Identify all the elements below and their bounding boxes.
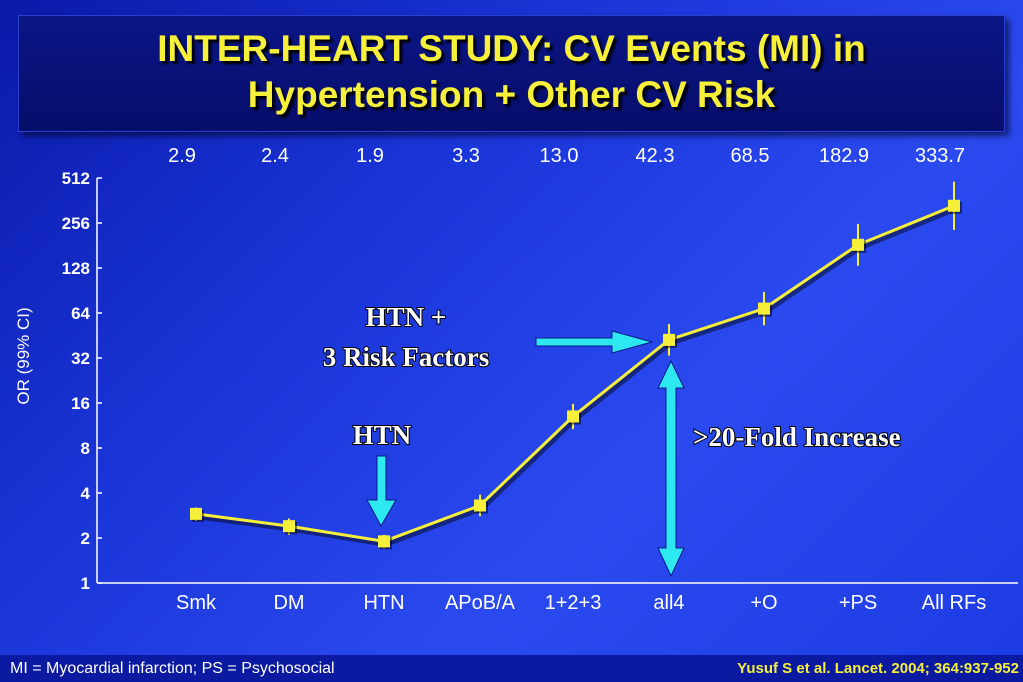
footer-citation: Yusuf S et al. Lancet. 2004; 364:937-952	[737, 660, 1019, 677]
data-point	[663, 333, 675, 346]
data-label: 42.3	[636, 145, 675, 167]
footer-abbreviations: MI = Myocardial infarction; PS = Psychos…	[10, 660, 335, 677]
y-axis-label: OR (99% CI)	[14, 307, 33, 404]
data-point	[948, 199, 960, 212]
arrow-right-icon	[535, 330, 654, 354]
data-label: 2.9	[168, 145, 196, 167]
x-tick-label: 1+2+3	[545, 592, 602, 614]
data-point	[474, 499, 486, 512]
y-tick-label: 4	[81, 484, 91, 503]
y-tick-label: 256	[62, 214, 90, 233]
x-tick-label: All RFs	[922, 592, 986, 614]
data-point	[567, 410, 579, 423]
x-tick-label: Smk	[176, 592, 217, 614]
x-tick-label: all4	[653, 592, 684, 614]
data-label: 1.9	[356, 145, 384, 167]
data-point	[852, 238, 864, 251]
data-label: 2.4	[261, 145, 289, 167]
series-line-shadow	[197, 206, 957, 547]
x-tick-label: HTN	[363, 592, 404, 614]
x-tick-label: DM	[273, 592, 304, 614]
y-tick-label: 32	[71, 349, 90, 368]
title-banner: INTER-HEART STUDY: CV Events (MI) in Hyp…	[18, 15, 1005, 132]
annotation-fold-increase: >20-Fold Increase	[693, 422, 901, 452]
data-point	[283, 520, 295, 533]
annotation-htn3-line-2: 3 Risk Factors	[323, 342, 489, 372]
x-tick-label: +O	[750, 592, 777, 614]
y-tick-label: 64	[71, 304, 90, 323]
y-tick-label: 512	[62, 169, 90, 188]
data-label: 68.5	[731, 145, 770, 167]
x-tick-label: APoB/A	[445, 592, 516, 614]
y-tick-label: 2	[81, 529, 90, 548]
chart-area: 512 256 128 64 32 16 8 4 2 1 OR (99% CI) Smk DM HTN AP…	[14, 145, 1018, 614]
chart-title-line-1: INTER-HEART STUDY: CV Events (MI) in	[157, 28, 866, 69]
y-tick-label: 16	[71, 394, 90, 413]
chart-axes: 512 256 128 64 32 16 8 4 2 1 OR (99% CI) Smk DM HTN AP…	[14, 169, 1018, 614]
y-tick-label: 8	[81, 439, 90, 458]
annotation-htn3-line-1: HTN +	[366, 302, 447, 332]
x-tick-label: +PS	[839, 592, 877, 614]
annotation-arrows	[366, 330, 685, 578]
data-label: 3.3	[452, 145, 480, 167]
arrow-down-icon	[366, 455, 397, 528]
data-label: 333.7	[915, 145, 965, 167]
footer-bar	[0, 655, 1023, 682]
y-tick-label: 128	[62, 259, 90, 278]
annotation-texts: HTN + 3 Risk Factors HTN >20-Fold Increase	[322, 301, 902, 453]
data-point	[378, 535, 390, 548]
y-tick-label: 1	[81, 574, 90, 593]
data-point	[758, 302, 770, 315]
chart-title-line-2: Hypertension + Other CV Risk	[247, 74, 776, 115]
series-line	[195, 204, 955, 543]
data-point	[190, 507, 202, 520]
data-label: 182.9	[819, 145, 869, 167]
double-arrow-icon	[657, 359, 685, 578]
annotation-htn: HTN	[353, 420, 412, 450]
data-label: 13.0	[540, 145, 579, 167]
series-or	[190, 181, 962, 550]
value-labels: 2.9 2.4 1.9 3.3 13.0 42.3 68.5 182.9 333.7	[168, 145, 965, 167]
